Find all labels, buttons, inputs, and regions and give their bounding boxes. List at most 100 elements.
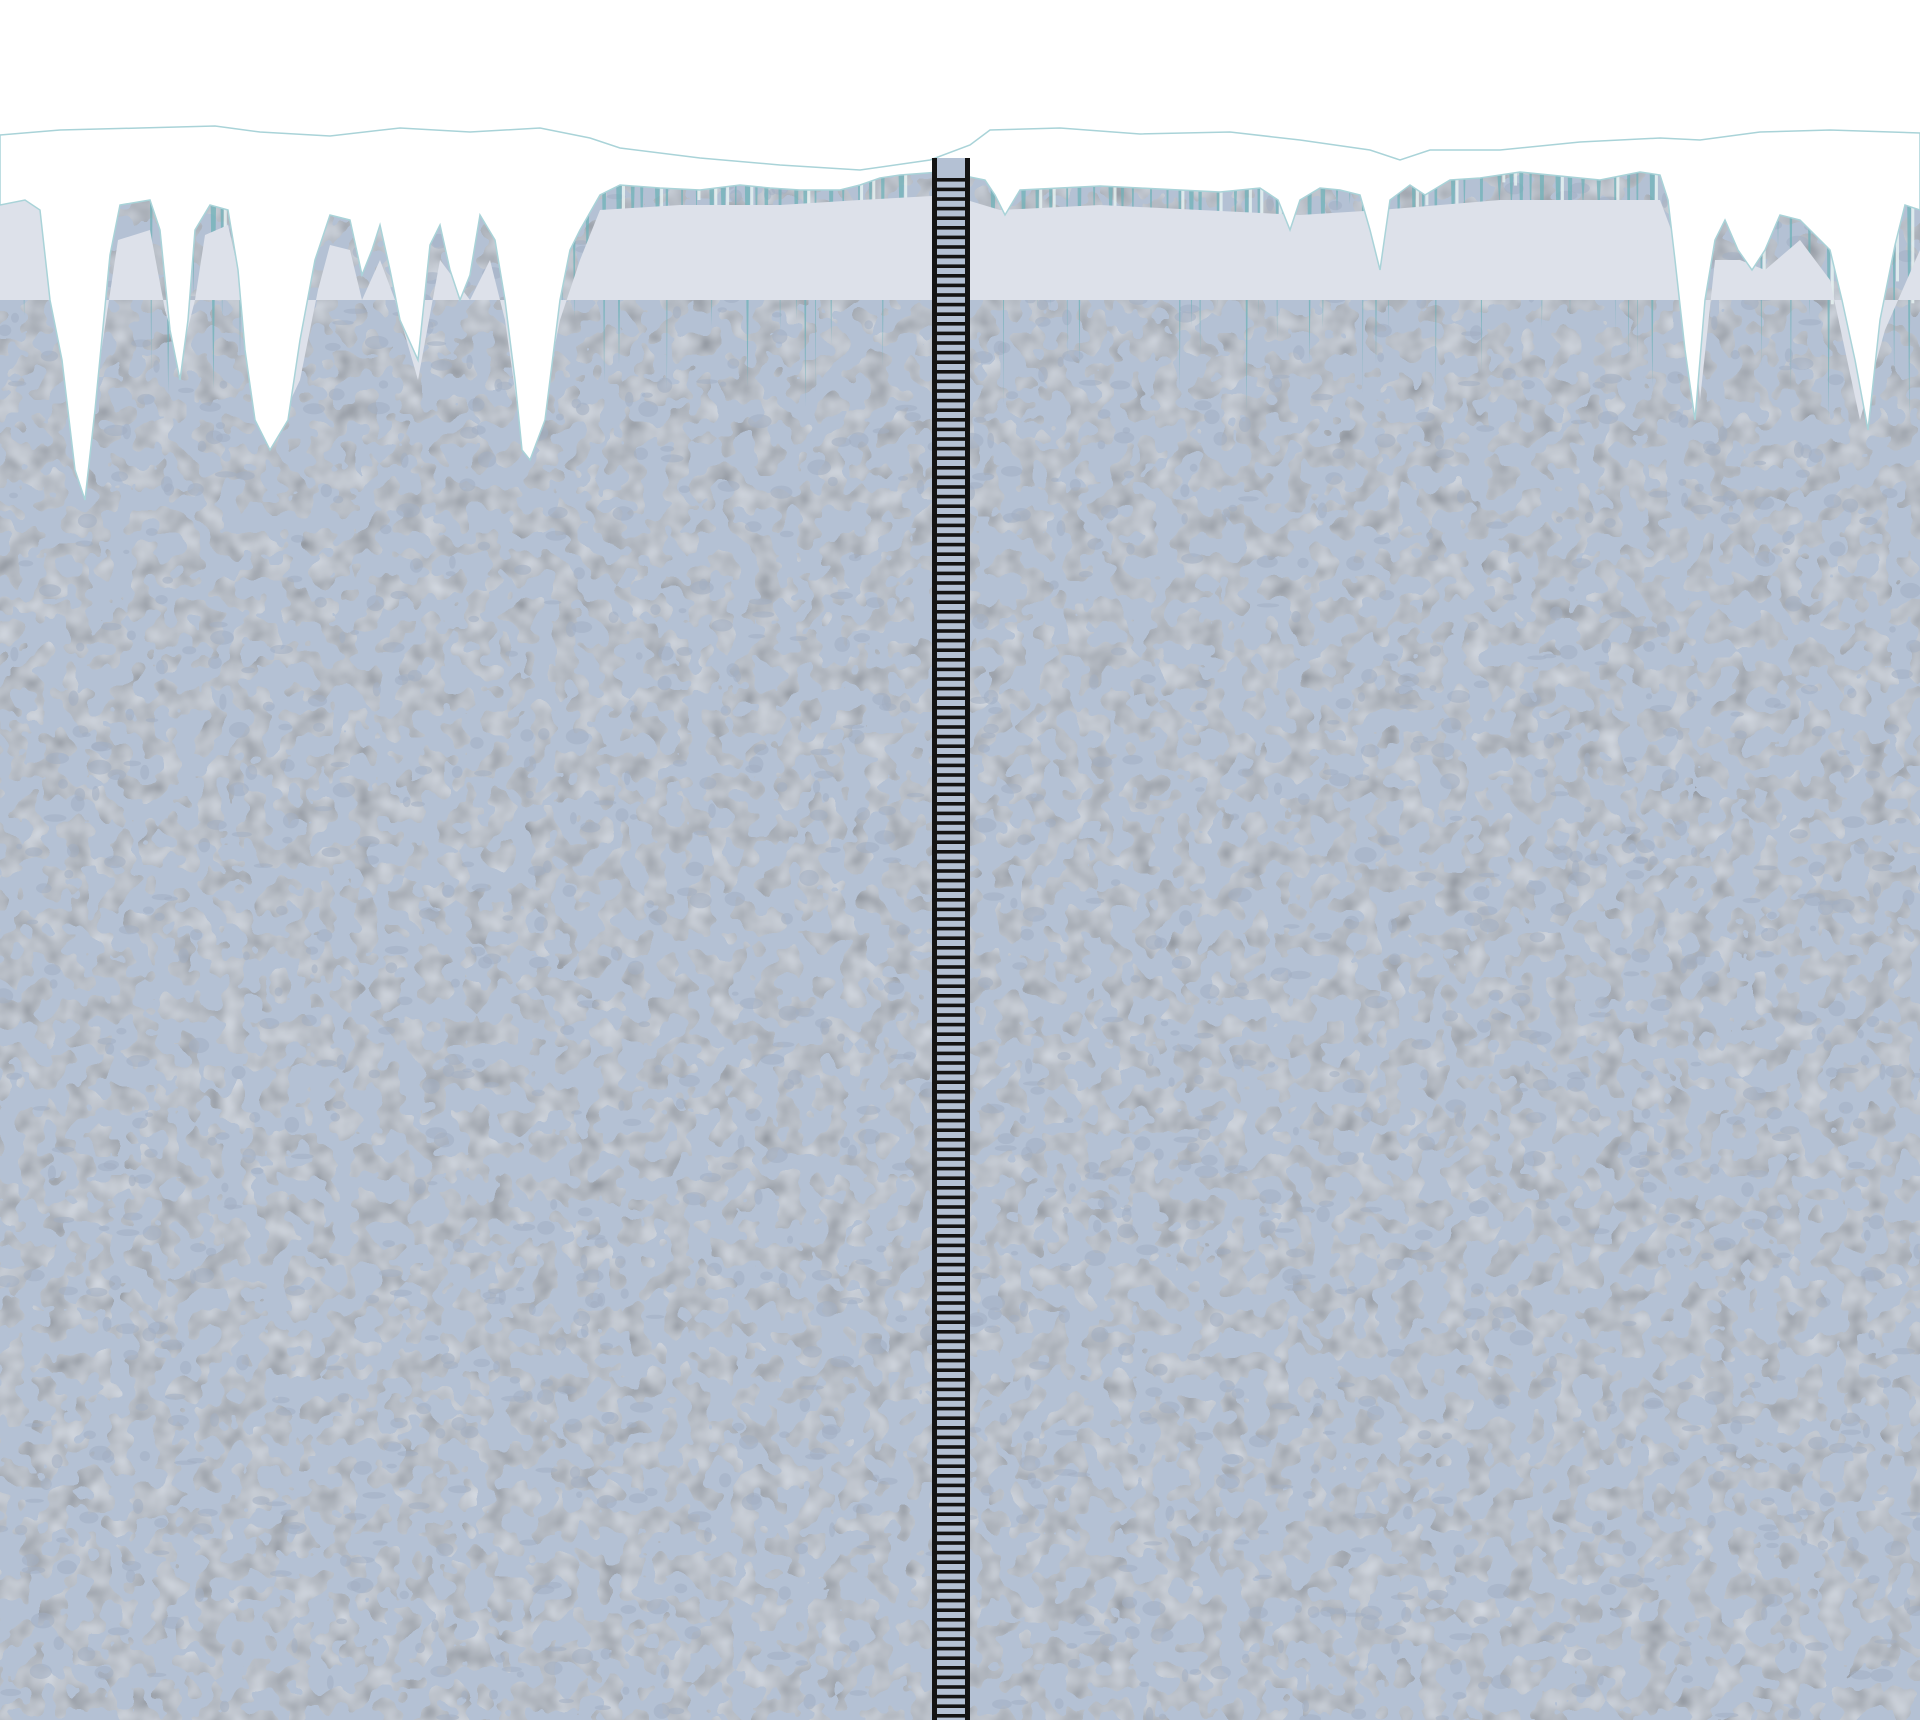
ice-speckle	[1606, 1404, 1618, 1415]
ladder[interactable]	[932, 158, 970, 1720]
ice-speckle	[126, 1055, 150, 1067]
ice-speckle	[1463, 1308, 1485, 1320]
ice-speckle	[1903, 1597, 1911, 1611]
ice-speckle	[116, 1027, 127, 1035]
ladder-rung	[932, 1003, 970, 1008]
ice-speckle	[1294, 1605, 1302, 1613]
ice-speckle	[26, 919, 39, 925]
ice-speckle	[0, 988, 14, 1004]
ice-speckle	[1066, 1643, 1078, 1649]
ice-speckle	[1808, 1436, 1828, 1450]
ice-speckle	[1754, 496, 1775, 510]
ice-speckle	[1865, 770, 1881, 779]
ice-speckle	[1347, 1286, 1358, 1292]
ice-speckle	[343, 308, 368, 314]
ice-speckle	[1492, 1306, 1516, 1319]
icicle-highlight	[1039, 160, 1043, 235]
ice-speckle	[1092, 756, 1113, 768]
ice-speckle	[410, 801, 425, 807]
ice-speckle	[1001, 783, 1022, 794]
ladder-rung	[932, 1080, 970, 1084]
ice-speckle	[628, 1493, 648, 1504]
ice-speckle	[160, 1339, 185, 1350]
ice-speckle	[1666, 1248, 1676, 1259]
ice-speckle	[81, 732, 91, 738]
ladder-rung	[932, 744, 970, 748]
ice-speckle	[1449, 815, 1463, 821]
ice-speckle	[56, 1537, 69, 1543]
ice-speckle	[1312, 1402, 1323, 1418]
ice-speckle	[278, 723, 293, 731]
ice-speckle	[282, 812, 299, 829]
ice-speckle	[25, 847, 43, 857]
ice-speckle	[1360, 744, 1380, 758]
ladder-rung	[932, 1138, 970, 1142]
ladder-rung	[932, 485, 970, 489]
ladder-rung	[932, 1502, 970, 1507]
ice-speckle	[1134, 1136, 1151, 1151]
ice-speckle	[1681, 492, 1689, 508]
ice-speckle	[1097, 409, 1111, 419]
ice-speckle	[1337, 1151, 1359, 1166]
ice-speckle	[1222, 508, 1231, 522]
ice-speckle	[1238, 496, 1259, 502]
ice-speckle	[1712, 1471, 1725, 1483]
ladder-rung	[932, 1406, 970, 1411]
ice-speckle	[145, 718, 159, 723]
ice-speckle	[270, 1570, 292, 1577]
ice-speckle	[1297, 557, 1309, 569]
ice-speckle	[1117, 1223, 1136, 1239]
ice-speckle	[435, 1428, 446, 1439]
ice-speckle	[972, 613, 989, 630]
ice-speckle	[1650, 704, 1672, 712]
ice-speckle	[767, 1651, 791, 1661]
ice-speckle	[1726, 1116, 1746, 1125]
ladder-rung	[932, 802, 970, 806]
ice-speckle	[1358, 1395, 1377, 1407]
ice-speckle	[1165, 1505, 1175, 1522]
ladder-rung	[932, 1512, 970, 1516]
ice-speckle	[1773, 703, 1786, 709]
ice-speckle	[1906, 1605, 1920, 1616]
ladder-rung	[932, 408, 970, 412]
ice-speckle	[161, 1616, 185, 1629]
ice-speckle	[0, 1275, 20, 1288]
ice-speckle	[207, 1137, 217, 1146]
ladder-rung	[932, 917, 970, 921]
ice-speckle	[864, 1338, 888, 1355]
ice-speckle	[1680, 958, 1688, 974]
ice-speckle	[1868, 1329, 1876, 1340]
ice-speckle	[778, 1005, 799, 1021]
ice-speckle	[1506, 1284, 1519, 1297]
ladder-rail-right	[965, 158, 970, 1720]
ice-speckle	[1711, 315, 1718, 330]
ice-speckle	[470, 737, 484, 749]
ice-speckle	[1502, 594, 1518, 601]
ice-speckle	[1816, 1026, 1826, 1042]
ladder-rung	[932, 1070, 970, 1075]
ice-speckle	[1353, 1512, 1377, 1519]
ice-speckle	[426, 341, 447, 346]
ice-speckle	[320, 484, 332, 498]
ice-speckle	[544, 1661, 563, 1675]
ice-speckle	[1788, 1707, 1802, 1720]
ice-speckle	[770, 485, 793, 499]
ice-speckle	[1089, 674, 1099, 690]
ice-speckle	[350, 630, 360, 635]
ice-speckle	[789, 636, 808, 641]
ice-speckle	[1716, 1443, 1739, 1453]
ice-speckle	[165, 1393, 186, 1400]
ice-speckle	[231, 1065, 246, 1079]
ice-speckle	[1024, 1374, 1031, 1391]
ice-speckle	[1867, 1575, 1880, 1584]
ice-speckle	[1604, 518, 1616, 528]
ice-speckle	[451, 1417, 467, 1431]
ice-speckle	[1548, 1355, 1557, 1369]
ice-speckle	[1123, 470, 1135, 479]
ice-speckle	[76, 642, 85, 652]
ice-speckle	[122, 1560, 142, 1572]
ice-speckle	[413, 1178, 426, 1195]
ice-speckle	[1452, 1691, 1466, 1700]
ladder-rung	[932, 1022, 970, 1027]
